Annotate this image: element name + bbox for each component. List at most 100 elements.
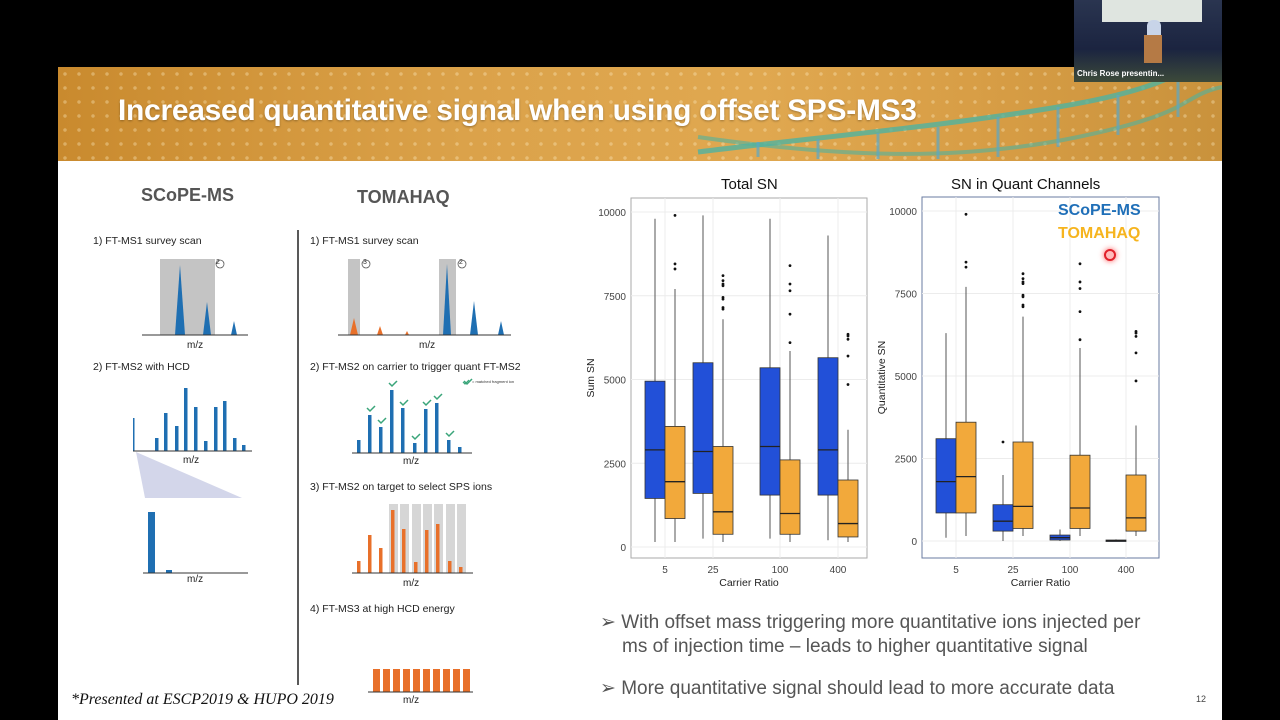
y-tick-label: 7500: [604, 292, 627, 303]
box-scope-ms: [644, 380, 666, 499]
y-tick-label: 0: [911, 537, 917, 548]
mz-axis-label: m/z: [403, 578, 420, 589]
box-tomahaq: [779, 459, 801, 535]
mz-axis-label: m/z: [419, 340, 436, 351]
x-axis-label: Carrier Ratio: [1011, 577, 1071, 589]
outlier-point: [964, 212, 968, 216]
scope-step1-label: 1) FT-MS1 survey scan: [93, 235, 202, 247]
matched-ion-legend: = matched fragment ion: [472, 379, 515, 384]
window-marker-2: 2: [216, 259, 220, 266]
box-tomahaq: [1012, 441, 1034, 529]
x-tick-label: 100: [772, 565, 789, 576]
slide-header-banner: [58, 67, 1222, 161]
outlier-point: [788, 341, 792, 345]
y-tick-label: 0: [620, 543, 626, 554]
scope-step2-label: 2) FT-MS2 with HCD: [93, 361, 190, 373]
outlier-point: [1021, 293, 1025, 297]
outlier-point: [1021, 280, 1025, 284]
outlier-point: [1078, 262, 1082, 266]
x-tick-label: 100: [1062, 565, 1079, 576]
tomahaq-heading: TOMAHAQ: [357, 187, 450, 207]
window-marker-2: 2: [459, 259, 463, 266]
window-marker-3: 3: [363, 259, 367, 266]
outlier-point: [1134, 379, 1138, 383]
outlier-point: [846, 332, 850, 336]
outlier-point: [1134, 330, 1138, 333]
y-tick-label: 5000: [604, 376, 627, 387]
footnote: *Presented at ESCP2019 & HUPO 2019: [71, 691, 334, 708]
presenter-name-label: Chris Rose presentin...: [1077, 69, 1165, 78]
legend-tomahaq: TOMAHAQ: [1058, 225, 1141, 242]
x-tick-label: 25: [707, 565, 719, 576]
box-scope-ms: [692, 362, 714, 494]
box-scope-ms: [759, 367, 781, 496]
bullet-2: ➢ More quantitative signal should lead t…: [600, 677, 1114, 700]
outlier-point: [846, 354, 850, 358]
zoom-triangle: [136, 452, 242, 498]
outlier-point: [1078, 310, 1082, 314]
box-scope-ms: [992, 504, 1014, 532]
outlier-point: [721, 279, 725, 283]
outlier-point: [673, 213, 677, 217]
outlier-point: [846, 337, 850, 341]
y-tick-label: 2500: [895, 455, 918, 466]
outlier-point: [1134, 351, 1138, 355]
slide-title: Increased quantitative signal when using…: [118, 94, 917, 127]
outlier-point: [1078, 280, 1082, 284]
bullet-1: ➢ With offset mass triggering more quant…: [600, 611, 1140, 634]
outlier-point: [721, 306, 725, 309]
bullet-1-line1: With offset mass triggering more quantit…: [621, 612, 1141, 633]
bullet-2-line1: More quantitative signal should lead to …: [621, 678, 1115, 699]
outlier-point: [673, 267, 677, 271]
outlier-point: [1078, 287, 1082, 290]
outlier-point: [964, 260, 968, 264]
outlier-point: [673, 262, 677, 266]
outlier-point: [721, 282, 725, 286]
outlier-point: [964, 265, 968, 269]
tomahaq-step4-label: 4) FT-MS3 at high HCD energy: [310, 603, 455, 615]
tomahaq-step1-label: 1) FT-MS1 survey scan: [310, 235, 419, 247]
box-tomahaq: [955, 421, 977, 514]
outlier-point: [788, 312, 792, 316]
x-tick-label: 400: [1118, 565, 1135, 576]
box-scope-ms: [817, 357, 839, 496]
outlier-point: [721, 274, 725, 278]
outlier-point: [788, 282, 792, 286]
ms1-peaks: [175, 265, 237, 335]
box-tomahaq: [837, 479, 859, 538]
x-tick-label: 5: [662, 565, 668, 576]
x-tick-label: 5: [953, 565, 959, 576]
outlier-point: [1078, 338, 1082, 342]
tomahaq-step2-label: 2) FT-MS2 on carrier to trigger quant FT…: [310, 361, 521, 373]
box-tomahaq: [712, 446, 734, 535]
outlier-point: [1001, 440, 1005, 444]
reporter-ion-bar: [148, 512, 155, 573]
mz-axis-label: m/z: [183, 455, 200, 466]
outlier-point: [1134, 335, 1138, 338]
outlier-point: [1021, 277, 1025, 281]
y-axis-label: Sum SN: [585, 358, 597, 397]
presenter-video-thumbnail[interactable]: Chris Rose presentin...: [1074, 0, 1222, 82]
bullet-arrow-icon: ➢: [600, 678, 616, 699]
video-projector-screen: [1102, 0, 1202, 22]
box-tomahaq: [1125, 474, 1147, 532]
chart1-title: Total SN: [721, 176, 778, 193]
bullet-arrow-icon: ➢: [600, 612, 616, 633]
box-tomahaq: [1069, 454, 1091, 529]
scope-ms-heading: SCoPE-MS: [141, 185, 235, 205]
bullet-1-line2: ms of injection time – leads to higher q…: [622, 636, 1088, 657]
page-number: 12: [1196, 694, 1207, 704]
y-axis-label: Quantitative SN: [876, 341, 888, 415]
outlier-point: [846, 383, 850, 386]
outlier-point: [1021, 272, 1025, 276]
total-sn-boxplot: 0 2500 5000 7500 10000 5 25 100 400 Carrier Ratio…: [585, 197, 868, 589]
matched-ion-check-icons: [366, 378, 473, 441]
y-tick-label: 7500: [895, 290, 918, 301]
x-axis-label: Carrier Ratio: [719, 577, 779, 589]
chart2-title: SN in Quant Channels: [951, 176, 1101, 193]
y-tick-label: 2500: [604, 459, 627, 470]
outlier-point: [788, 264, 792, 267]
y-tick-label: 10000: [598, 208, 626, 219]
workflow-diagram: [133, 230, 511, 693]
x-tick-label: 25: [1007, 565, 1019, 576]
